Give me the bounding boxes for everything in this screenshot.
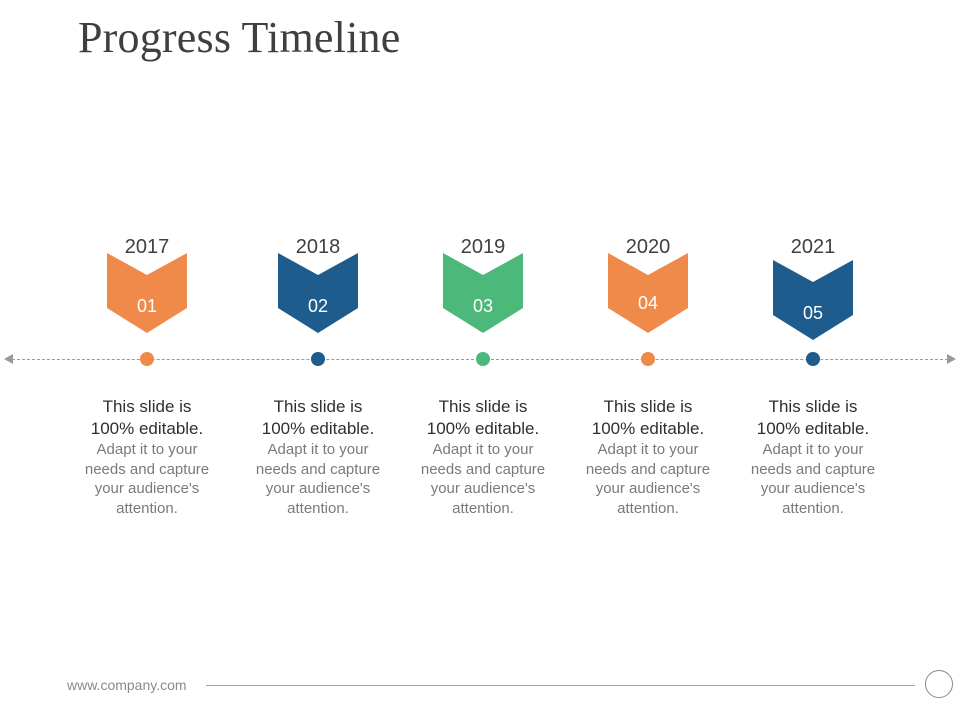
milestone-chevron-icon: 04 <box>608 253 688 333</box>
milestone-chevron-icon: 01 <box>107 253 187 333</box>
milestone-headline: This slide is 100% editable. <box>756 397 870 438</box>
milestone-number: 03 <box>472 296 494 316</box>
footer-url: www.company.com <box>67 677 187 693</box>
timeline-dot <box>641 352 655 366</box>
milestone-body: Adapt it to your needs and capture your … <box>255 441 381 517</box>
milestone-body: Adapt it to your needs and capture your … <box>84 441 210 517</box>
timeline-dot <box>806 352 820 366</box>
milestone-chevron-icon: 03 <box>443 253 523 333</box>
timeline-arrow-right-icon <box>947 354 956 364</box>
chevron-shape <box>107 253 187 333</box>
milestone-chevron-icon: 05 <box>773 260 853 340</box>
chevron-shape <box>773 260 853 340</box>
timeline-dot <box>311 352 325 366</box>
milestone-headline: This slide is 100% editable. <box>426 397 540 438</box>
milestone-2020: 2020 04 This slide is 100% editable. Ada… <box>568 0 728 720</box>
milestone-year: 2017 <box>124 236 170 258</box>
milestone-headline: This slide is 100% editable. <box>591 397 705 438</box>
milestone-2017: 2017 01 This slide is 100% editable. Ada… <box>67 0 227 720</box>
milestone-number: 01 <box>136 296 158 316</box>
chevron-shape <box>278 253 358 333</box>
milestone-2018: 2018 02 This slide is 100% editable. Ada… <box>238 0 398 720</box>
milestone-number: 04 <box>637 293 659 313</box>
timeline-arrow-left-icon <box>4 354 13 364</box>
milestone-body: Adapt it to your needs and capture your … <box>420 441 546 517</box>
milestone-year: 2019 <box>460 236 506 258</box>
milestone-2021: 2021 05 This slide is 100% editable. Ada… <box>733 0 893 720</box>
footer-circle-icon <box>925 670 953 698</box>
milestone-body: Adapt it to your needs and capture your … <box>585 441 711 517</box>
footer-line <box>206 685 915 686</box>
milestone-year: 2018 <box>295 236 341 258</box>
milestone-chevron-icon: 02 <box>278 253 358 333</box>
slide-title: Progress Timeline <box>78 13 401 62</box>
milestone-2019: 2019 03 This slide is 100% editable. Ada… <box>403 0 563 720</box>
milestone-headline: This slide is 100% editable. <box>261 397 375 438</box>
timeline-dot <box>476 352 490 366</box>
milestone-body: Adapt it to your needs and capture your … <box>750 441 876 517</box>
chevron-shape <box>443 253 523 333</box>
milestone-number: 05 <box>802 303 824 323</box>
chevron-shape <box>608 253 688 333</box>
milestone-number: 02 <box>307 296 329 316</box>
milestone-year: 2020 <box>625 236 671 258</box>
timeline-dot <box>140 352 154 366</box>
milestone-year: 2021 <box>790 236 836 258</box>
milestone-headline: This slide is 100% editable. <box>90 397 204 438</box>
